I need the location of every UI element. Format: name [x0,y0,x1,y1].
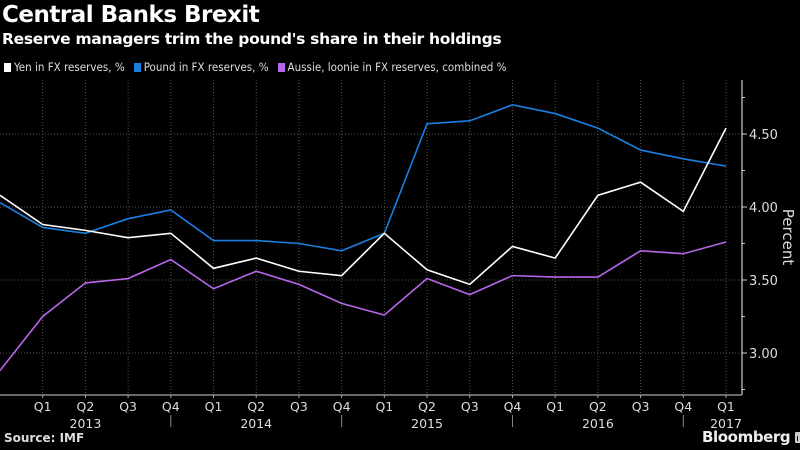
x-tick-label: Q3 [119,399,137,414]
x-tick-label: Q3 [290,399,308,414]
x-tick-label: Q4 [674,399,692,414]
series-lines [0,103,727,372]
bloomberg-logo: Bloomberg [702,428,800,446]
x-tick-label: Q3 [632,399,650,414]
brand-name: Bloomberg [702,428,791,446]
chart-title: Central Banks Brexit [2,2,260,28]
chart-subtitle: Reserve managers trim the pound's share … [2,30,502,48]
x-tick-label: Q2 [589,399,607,414]
x-tick-label: Q1 [546,399,564,414]
series-line-pound [0,103,727,252]
x-tick-label: Q2 [418,399,436,414]
legend-label-aussie-loonie: Aussie, loonie in FX reserves, combined … [287,60,507,74]
y-tick-label: 3.00 [749,347,778,362]
x-tick-label: Q1 [717,399,735,414]
source-note: Source: IMF [4,431,85,445]
legend-swatch-aussie-loonie [277,62,285,72]
axis-labels: 3.00 3.50 4.00 4.50 Percent Q1 Q2 Q3 Q4 Q1 Q2 Q3 Q4 Q… [34,128,797,431]
legend-item-aussie-loonie: Aussie, loonie in FX reserves, combined … [277,60,507,74]
x-tick-label: Q2 [247,399,265,414]
series-line-aussie-loonie [0,241,727,372]
bloomberg-chart-icon [795,431,800,443]
legend-item-pound: Pound in FX reserves, % [133,60,269,74]
legend-label-yen: Yen in FX reserves, % [14,60,125,74]
y-tick-label: 3.50 [749,274,778,289]
x-tick-label: Q1 [375,399,393,414]
x-tick-label: Q4 [162,399,180,414]
year-label: 2017 [710,416,742,431]
legend-label-pound: Pound in FX reserves, % [143,60,269,74]
x-tick-label: Q1 [34,399,52,414]
legend-item-yen: Yen in FX reserves, % [4,60,125,74]
year-label: 2016 [582,416,614,431]
year-label: 2013 [70,416,102,431]
year-label: 2014 [240,416,272,431]
x-tick-label: Q4 [333,399,351,414]
year-label: 2015 [411,416,443,431]
legend-swatch-yen [4,62,11,72]
y-tick-label: 4.50 [749,128,778,143]
x-tick-label: Q2 [77,399,95,414]
series-line-yen [0,127,727,286]
x-tick-label: Q4 [504,399,522,414]
y-axis-label: Percent [779,209,797,266]
axes [0,80,747,427]
gridlines [0,80,742,395]
x-tick-label: Q3 [461,399,479,414]
legend-swatch-pound [133,62,141,72]
y-tick-label: 4.00 [749,201,778,216]
x-tick-label: Q1 [205,399,223,414]
legend: Yen in FX reserves, % Pound in FX reserv… [4,60,506,74]
